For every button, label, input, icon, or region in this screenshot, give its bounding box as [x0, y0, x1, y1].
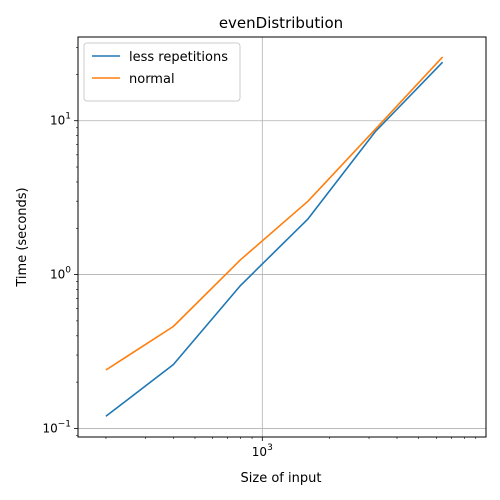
- legend-box: [83, 42, 241, 102]
- grid: [78, 37, 486, 437]
- y-tick-label: 101: [50, 112, 71, 128]
- tick-layer: 103 10−1 100 101: [42, 112, 272, 459]
- legend-label: less repetitions: [129, 50, 228, 65]
- x-tick-label: 103: [252, 443, 273, 459]
- y-tick-label: 10−1: [42, 419, 71, 435]
- plot-frame: [77, 36, 487, 438]
- series-layer: [105, 56, 444, 417]
- series-line-less-repetitions: [105, 61, 444, 417]
- y-axis-label: Time (seconds): [15, 187, 30, 287]
- y-tick-label: 100: [50, 266, 71, 282]
- series-line-normal: [105, 56, 444, 371]
- legend-label: normal: [129, 72, 175, 87]
- legend: less repetitions normal: [83, 42, 241, 102]
- minor-ticks: [76, 47, 477, 439]
- chart-title: evenDistribution: [219, 14, 343, 32]
- x-axis-label: Size of input: [241, 471, 322, 486]
